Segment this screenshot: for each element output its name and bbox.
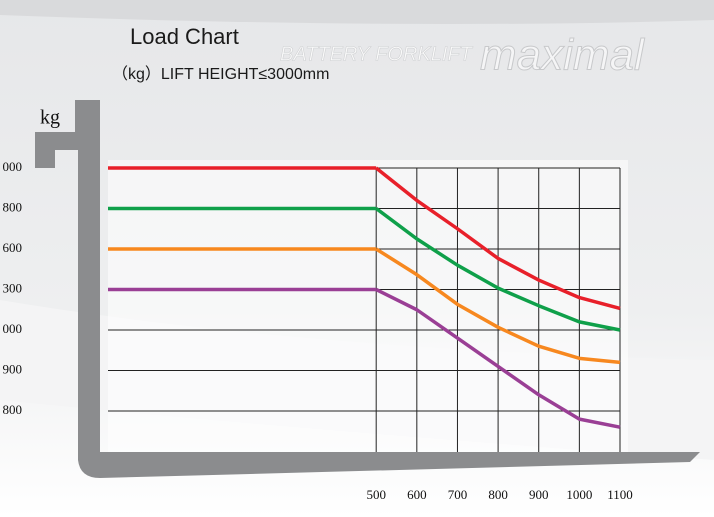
plot-area xyxy=(108,160,628,452)
data-line xyxy=(375,247,621,365)
y-axis-label: kg xyxy=(40,107,60,129)
x-tick-label: 900 xyxy=(529,487,549,502)
brand-text: BATTERY FORKLIFT xyxy=(280,43,474,65)
y-tick-label: 800 xyxy=(3,199,23,214)
data-line xyxy=(375,207,621,332)
chart-subtitle: （kg）LIFT HEIGHT≤3000mm xyxy=(112,65,329,83)
x-tick-label: 1100 xyxy=(607,487,633,502)
x-tick-label: 800 xyxy=(488,487,508,502)
y-tick-label: 900 xyxy=(3,361,23,376)
y-tick-label: 600 xyxy=(3,240,23,255)
y-tick-label: 300 xyxy=(3,280,23,295)
background-shape xyxy=(0,0,714,24)
y-tick-label: 000 xyxy=(3,159,23,174)
brand-logo: maximal xyxy=(480,31,645,80)
x-tick-label: 1000 xyxy=(566,487,592,502)
chart-title: Load Chart xyxy=(130,24,239,49)
y-tick-label: 800 xyxy=(3,402,23,417)
x-tick-label: 500 xyxy=(366,487,386,502)
data-line xyxy=(375,166,621,311)
x-tick-label: 700 xyxy=(448,487,468,502)
data-line xyxy=(375,287,621,429)
x-tick-label: 600 xyxy=(407,487,427,502)
y-tick-label: 000 xyxy=(3,321,23,336)
